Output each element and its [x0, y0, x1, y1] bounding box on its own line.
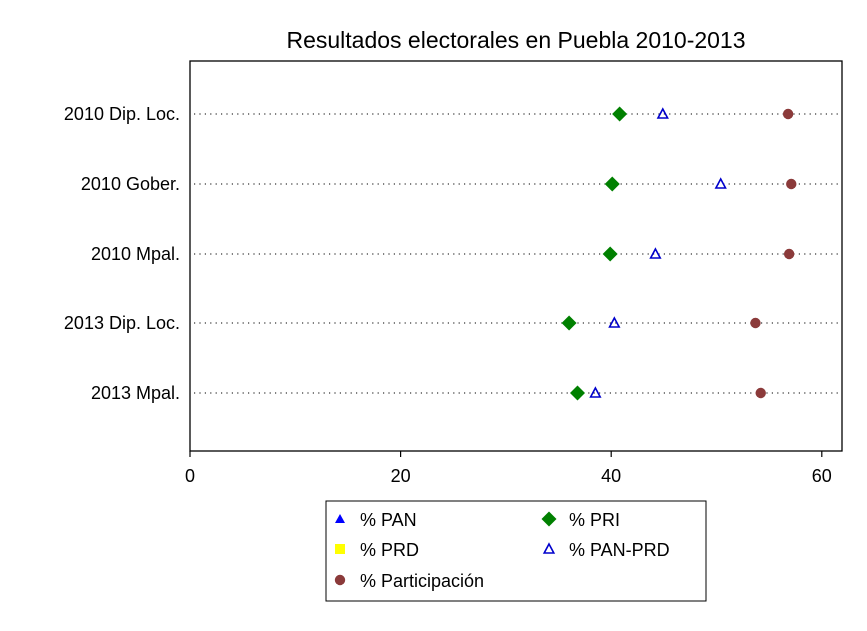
x-tick-label: 0 — [185, 466, 195, 486]
data-point — [782, 108, 794, 120]
legend-label: % PRI — [569, 510, 620, 530]
category-label: 2010 Gober. — [81, 174, 180, 194]
data-point — [755, 387, 766, 399]
data-point — [612, 106, 628, 122]
data-point — [649, 247, 662, 259]
category-labels: 2010 Dip. Loc. 2010 Gober. 2010 Mpal. 2013 … — [64, 104, 180, 403]
data-point — [750, 317, 761, 329]
data-point — [656, 107, 669, 119]
legend-label: % Participación — [360, 571, 484, 591]
legend-label: % PAN — [360, 510, 417, 530]
legend-marker — [542, 542, 556, 554]
x-axis: 0 20 40 60 — [185, 451, 832, 486]
data-point — [604, 176, 620, 192]
chart-title: Resultados electorales en Puebla 2010-20… — [286, 27, 745, 53]
legend-label: % PRD — [360, 540, 419, 560]
data-point — [786, 178, 797, 190]
category-label: 2010 Dip. Loc. — [64, 104, 180, 124]
legend-marker — [335, 544, 345, 554]
legend-marker — [541, 511, 557, 527]
category-label: 2013 Mpal. — [91, 383, 180, 403]
x-tick-label: 40 — [601, 466, 621, 486]
category-label: 2013 Dip. Loc. — [64, 313, 180, 333]
legend-marker — [335, 514, 345, 523]
legend-marker — [334, 574, 346, 586]
data-point — [561, 315, 577, 331]
legend-label: % PAN-PRD — [569, 540, 670, 560]
legend-box — [325, 500, 707, 602]
data-point — [602, 246, 618, 262]
data-point — [714, 177, 727, 189]
grid-lines — [194, 113, 842, 394]
data-marks — [561, 106, 797, 401]
plot-area — [189, 60, 843, 452]
legend: % PAN % PRI % PRD % PAN-PRD % Participación — [325, 500, 707, 602]
x-tick-label: 60 — [812, 466, 832, 486]
data-point — [589, 386, 602, 398]
data-point — [570, 385, 586, 401]
data-point — [608, 316, 621, 328]
x-tick-label: 20 — [391, 466, 411, 486]
category-label: 2010 Mpal. — [91, 244, 180, 264]
data-point — [783, 248, 795, 260]
